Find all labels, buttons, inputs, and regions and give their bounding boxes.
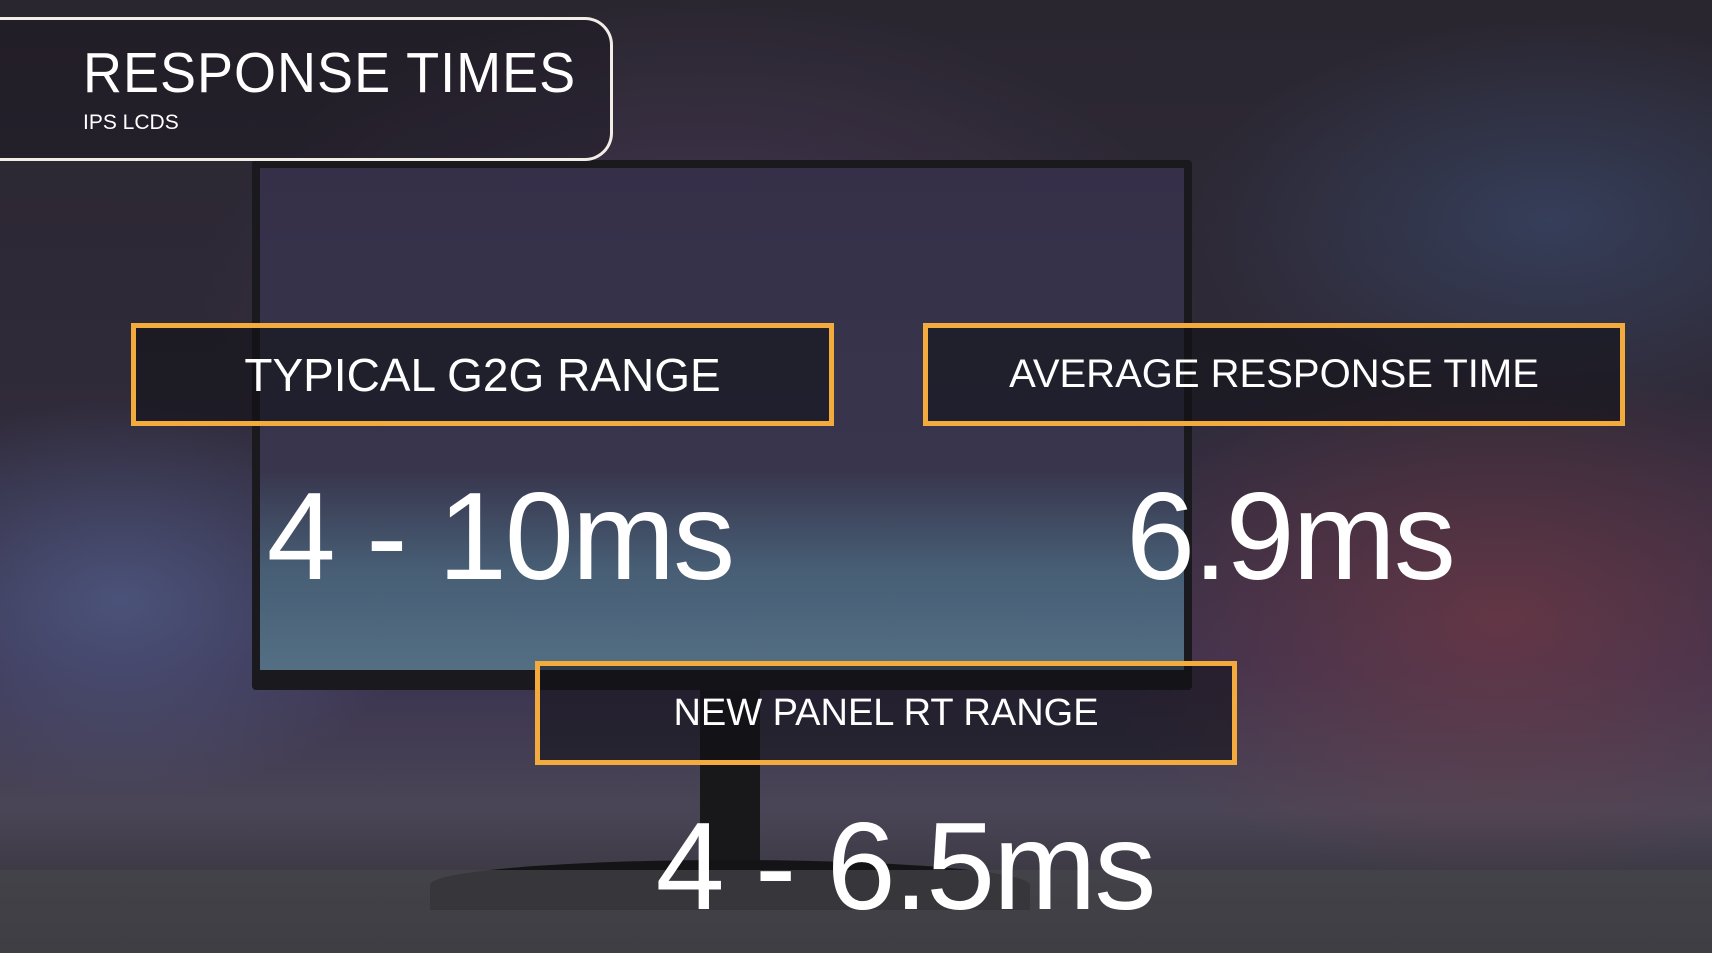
average-response-time-value: 6.9ms [1126, 468, 1456, 606]
typical-g2g-range-label: TYPICAL G2G RANGE [244, 348, 721, 401]
title-box [0, 17, 613, 161]
typical-g2g-range-value: 4 - 10ms [266, 468, 735, 606]
average-response-time-label-box: AVERAGE RESPONSE TIME [923, 323, 1625, 426]
average-response-time-label: AVERAGE RESPONSE TIME [1009, 352, 1539, 396]
page-title: RESPONSE TIMES [83, 41, 577, 105]
page-subtitle: IPS LCDS [83, 111, 179, 134]
new-panel-rt-range-label: NEW PANEL RT RANGE [673, 691, 1099, 734]
new-panel-rt-range-value: 4 - 6.5ms [655, 798, 1157, 936]
desk [0, 870, 1712, 953]
new-panel-rt-range-label-box: NEW PANEL RT RANGE [535, 661, 1237, 765]
typical-g2g-range-label-box: TYPICAL G2G RANGE [131, 323, 834, 426]
